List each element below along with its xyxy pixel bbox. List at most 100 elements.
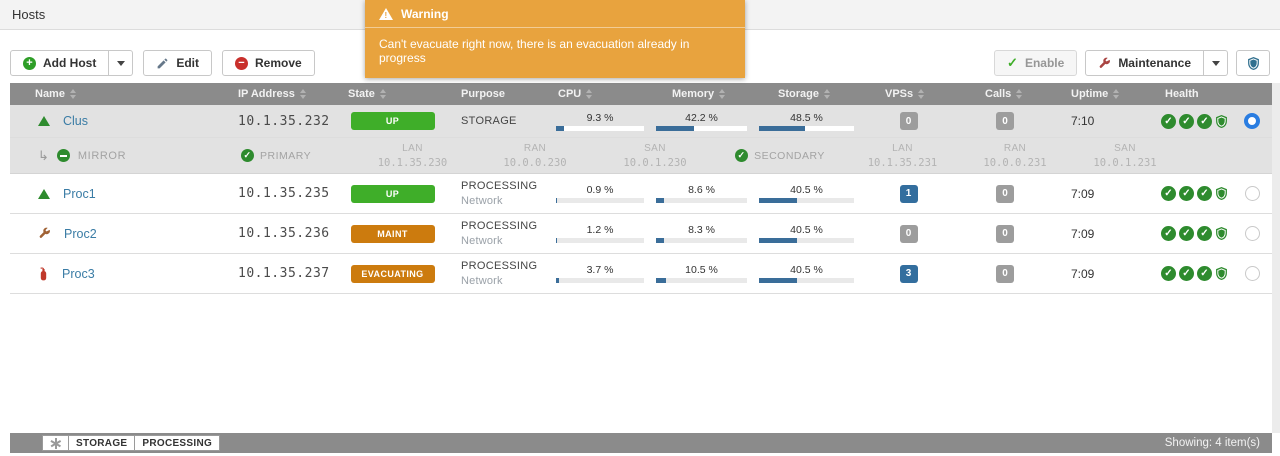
add-host-label: Add Host <box>43 56 97 70</box>
column-header-storage[interactable]: Storage <box>753 88 860 100</box>
check-circle-icon: ✓ <box>241 149 254 162</box>
health-shield-icon <box>1215 114 1228 129</box>
purpose-filter-group: STORAGE PROCESSING <box>42 435 221 451</box>
mirror-secondary-san: SAN 10.0.1.231 <box>1093 142 1157 169</box>
host-name-link[interactable]: Proc3 <box>62 266 95 281</box>
sort-icon <box>69 89 76 99</box>
row-select-radio[interactable] <box>1244 266 1260 281</box>
remove-button[interactable]: − Remove <box>222 50 315 76</box>
calls-count-badge: 0 <box>996 112 1014 130</box>
add-host-dropdown-button[interactable] <box>109 50 134 76</box>
purpose-sub-label: Network <box>461 275 503 287</box>
column-header-calls[interactable]: Calls <box>957 88 1053 100</box>
mirror-primary-lan: LAN 10.1.35.230 <box>377 142 448 169</box>
sort-icon <box>379 89 386 99</box>
mirror-secondary-ran: RAN 10.0.0.231 <box>983 142 1047 169</box>
host-up-icon <box>38 116 50 126</box>
vpss-count-badge: 0 <box>899 224 918 243</box>
state-badge: UP <box>350 112 435 130</box>
health-check-icon: ✓ <box>1197 186 1212 201</box>
mirror-secondary: ✓ SECONDARY <box>715 149 845 162</box>
health-shield-icon <box>1215 186 1228 201</box>
edit-button[interactable]: Edit <box>143 50 212 76</box>
health-check-icon: ✓ <box>1197 226 1212 241</box>
column-header-cpu[interactable]: CPU <box>550 88 650 100</box>
purpose-sub-label: Network <box>461 195 503 207</box>
memory-meter: 8.3 % <box>650 224 753 243</box>
table-row-proc2[interactable]: Proc2 10.1.35.236 MAINT PROCESSING Netwo… <box>10 214 1272 254</box>
purpose-label: PROCESSING <box>461 260 538 272</box>
enable-button[interactable]: ✓ Enable <box>994 50 1078 76</box>
table-row-proc1[interactable]: Proc1 10.1.35.235 UP PROCESSING Network … <box>10 174 1272 214</box>
edit-label: Edit <box>176 56 199 70</box>
health-check-icon: ✓ <box>1179 266 1194 281</box>
filter-all-button[interactable] <box>42 435 69 451</box>
column-header-ip[interactable]: IP Address <box>230 88 340 100</box>
shield-button[interactable] <box>1236 50 1270 76</box>
host-up-icon <box>38 188 50 199</box>
check-circle-icon: ✓ <box>735 149 749 162</box>
cpu-value: 9.3 % <box>586 111 614 124</box>
host-name-link[interactable]: Proc2 <box>64 226 97 241</box>
storage-meter: 40.5 % <box>753 184 860 203</box>
showing-count: Showing: 4 item(s) <box>1164 437 1260 449</box>
storage-value: 40.5 % <box>790 224 823 236</box>
column-header-vpss[interactable]: VPSs <box>860 88 957 100</box>
vpss-count-badge: 1 <box>899 184 918 203</box>
memory-meter: 10.5 % <box>650 264 753 283</box>
maintenance-dropdown-button[interactable] <box>1204 50 1228 76</box>
host-ip: 10.1.35.237 <box>238 266 330 281</box>
sort-icon <box>823 89 830 99</box>
table-row-mirror: ↳ MIRROR ✓ PRIMARY LAN 10.1.35.230 RAN 1… <box>10 138 1272 174</box>
cpu-meter: 1.2 % <box>550 224 650 243</box>
cpu-value: 3.7 % <box>586 264 614 276</box>
add-host-button[interactable]: + Add Host <box>10 50 110 76</box>
column-header-purpose: Purpose <box>461 88 506 100</box>
chevron-down-icon <box>1211 60 1220 66</box>
health-icons: ✓ ✓ ✓ <box>1157 226 1232 241</box>
memory-value: 10.5 % <box>685 264 718 276</box>
health-shield-icon <box>1215 266 1228 281</box>
sort-icon <box>1113 89 1120 99</box>
calls-count-badge: 0 <box>996 224 1014 243</box>
table-row-proc3[interactable]: Proc3 10.1.35.237 EVACUATING PROCESSING … <box>10 254 1272 294</box>
page-title: Hosts <box>12 7 46 22</box>
memory-meter: 42.2 % <box>650 112 753 131</box>
purpose-label: PROCESSING <box>461 220 538 232</box>
toolbar-right: ✓ Enable Maintenance <box>994 50 1270 76</box>
maintenance-button[interactable]: Maintenance <box>1085 50 1204 76</box>
column-header-memory[interactable]: Memory <box>650 88 753 100</box>
warning-toast: ! Warning Can't evacuate right now, ther… <box>365 0 745 78</box>
memory-value: 42.2 % <box>685 111 718 124</box>
row-select-radio[interactable] <box>1244 186 1260 201</box>
toolbar: + Add Host Edit − Remove ✓ Enab <box>10 50 1270 76</box>
storage-value: 40.5 % <box>790 264 823 276</box>
column-header-state[interactable]: State <box>340 88 445 100</box>
column-header-health: Health <box>1165 88 1199 100</box>
host-name-link[interactable]: Proc1 <box>63 186 96 201</box>
table-header-row: Name IP Address State Purpose CPU Memory <box>10 83 1272 105</box>
enable-label: Enable <box>1024 56 1065 70</box>
table-row-clus[interactable]: Clus 10.1.35.232 UP STORAGE 9.3 % 42.2 %… <box>10 105 1272 138</box>
filter-storage-button[interactable]: STORAGE <box>69 435 136 451</box>
state-badge: MAINT <box>350 224 435 243</box>
warning-triangle-icon: ! <box>379 8 393 20</box>
uptime-value: 7:10 <box>1071 114 1095 128</box>
column-header-name[interactable]: Name <box>10 88 230 100</box>
host-name-link[interactable]: Clus <box>63 114 89 128</box>
column-header-uptime[interactable]: Uptime <box>1053 88 1157 100</box>
row-select-radio[interactable] <box>1244 113 1260 129</box>
health-check-icon: ✓ <box>1161 226 1176 241</box>
state-badge: UP <box>350 184 435 203</box>
filter-processing-button[interactable]: PROCESSING <box>135 435 221 451</box>
uptime-value: 7:09 <box>1071 226 1095 241</box>
maintenance-label: Maintenance <box>1118 56 1191 70</box>
enable-check-icon: ✓ <box>1007 55 1018 70</box>
storage-meter: 40.5 % <box>753 264 860 283</box>
sort-icon <box>719 89 726 99</box>
row-select-radio[interactable] <box>1244 226 1260 241</box>
health-icons: ✓ ✓ ✓ <box>1157 266 1232 281</box>
maintenance-wrench-icon <box>38 227 51 240</box>
purpose-label: STORAGE <box>461 115 517 127</box>
calls-count-badge: 0 <box>996 264 1014 283</box>
